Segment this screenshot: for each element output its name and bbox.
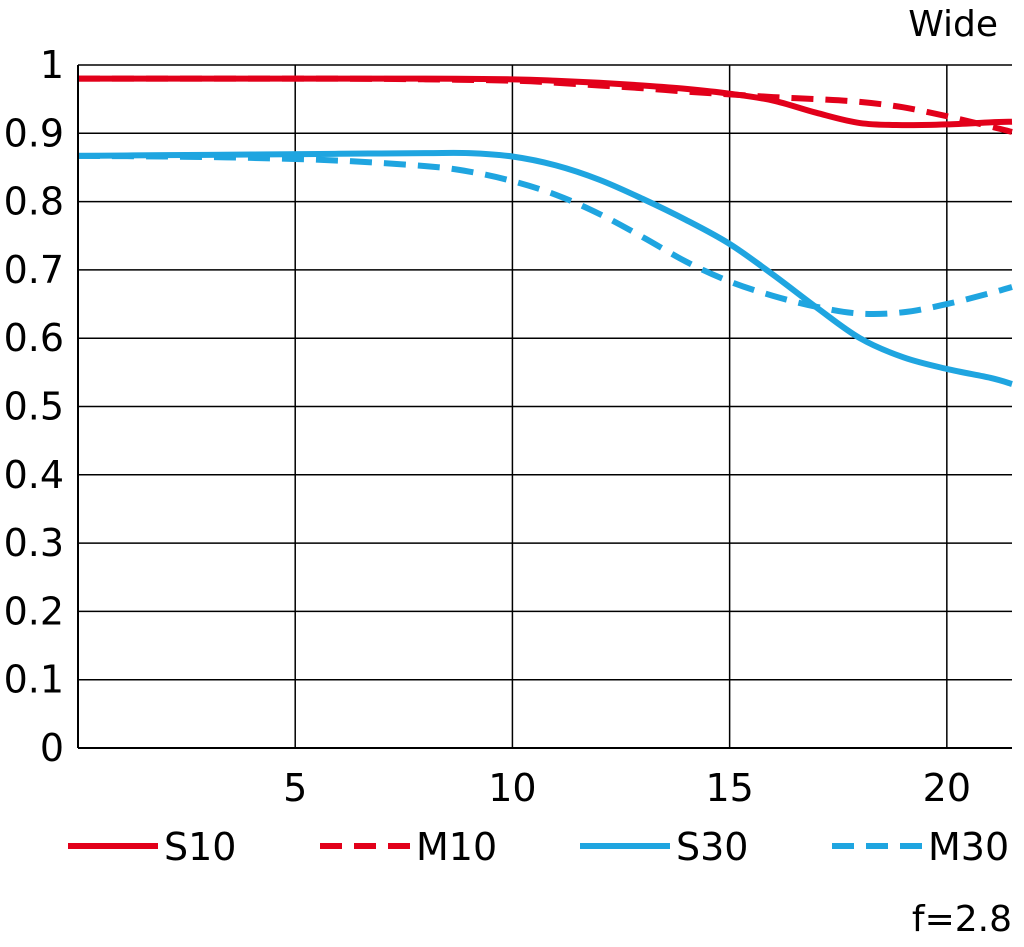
legend-label: M30	[928, 825, 1009, 869]
y-tick-label: 0.9	[4, 111, 64, 155]
legend-label: M10	[416, 825, 497, 869]
x-tick-label: 15	[705, 766, 753, 810]
legend-item-m10: M10	[320, 825, 497, 869]
grid	[78, 65, 1012, 748]
legend-item-s10: S10	[68, 825, 236, 869]
y-tick-label: 0	[40, 726, 64, 770]
series-line-m30	[77, 152, 1013, 318]
plot-frame	[77, 64, 1012, 749]
y-tick-label: 0.5	[4, 385, 64, 429]
x-tick-label: 20	[923, 766, 971, 810]
y-tick-label: 0.4	[4, 453, 64, 497]
y-tick-label: 0.7	[4, 248, 64, 292]
x-tick-label: 10	[488, 766, 536, 810]
legend-item-s30: S30	[580, 825, 748, 869]
y-tick-label: 0.1	[4, 658, 64, 702]
y-tick-label: 0.2	[4, 589, 64, 633]
y-tick-labels: 0 0.1 0.2 0.3 0.4 0.5 0.6 0.7 0.8 0.9 1	[4, 43, 64, 770]
y-tick-label: 1	[40, 43, 64, 87]
x-tick-label: 5	[283, 766, 307, 810]
aperture-annotation: f=2.8	[912, 899, 1012, 940]
legend-label: S10	[164, 825, 236, 869]
chart-title: Wide	[908, 4, 998, 45]
series-lines	[77, 75, 1013, 387]
legend-label: S30	[676, 825, 748, 869]
y-tick-label: 0.8	[4, 180, 64, 224]
legend-item-m30: M30	[832, 825, 1009, 869]
x-tick-labels: 5 10 15 20	[283, 766, 971, 810]
series-line-m10	[77, 75, 1013, 135]
y-tick-label: 0.3	[4, 521, 64, 565]
series-line-s30	[77, 149, 1013, 387]
legend: S10 M10 S30 M30	[68, 825, 1009, 869]
y-tick-label: 0.6	[4, 316, 64, 360]
